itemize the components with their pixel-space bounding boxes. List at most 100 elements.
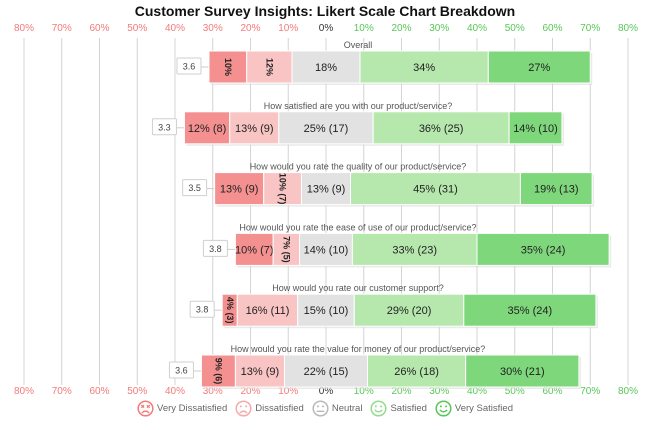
sad-face-icon [137, 400, 154, 417]
x-tick-label: 20% [240, 23, 260, 34]
legend-label: Neutral [331, 403, 363, 414]
question-label: How would you rate the quality of our pr… [250, 162, 467, 172]
x-tick-label: 60% [89, 23, 109, 34]
data-label: 45% (31) [413, 184, 458, 196]
legend-item[interactable]: Very Satisfied [435, 400, 513, 417]
data-label: 36% (25) [419, 123, 464, 135]
data-label: 7% (5) [281, 236, 291, 263]
x-tick-label: 70% [580, 23, 600, 34]
bar-segment [229, 111, 280, 145]
x-tick-label: 10% [278, 386, 298, 397]
x-tick-label: 80% [14, 386, 34, 397]
legend-item[interactable]: Dissatisfied [235, 400, 304, 417]
legend-label: Satisfied [390, 403, 427, 414]
bar-segment [353, 293, 465, 327]
bar-segment [246, 50, 293, 84]
score-value: 3.6 [183, 62, 196, 72]
bar-segment [465, 354, 580, 388]
x-tick-label: 30% [203, 386, 223, 397]
legend-item[interactable]: Neutral [312, 400, 363, 417]
happy-face-icon [370, 400, 388, 417]
data-label: 14% (10) [513, 123, 558, 135]
question-label: How would you rate our customer support? [272, 283, 444, 293]
question-label: Overall [344, 40, 373, 50]
score-value: 3.5 [188, 183, 201, 193]
x-tick-label: 50% [505, 386, 525, 397]
legend-label: Very Satisfied [454, 403, 513, 414]
x-tick-label: 50% [127, 23, 147, 34]
score-box [176, 57, 202, 75]
bar-segment [214, 172, 265, 206]
data-label: 19% (13) [534, 184, 579, 196]
data-label: 29% (20) [387, 305, 432, 317]
data-label: 12% (8) [188, 123, 227, 135]
data-label: 26% (18) [394, 366, 439, 378]
x-tick-label: 80% [14, 23, 34, 34]
bar-segment [487, 50, 591, 84]
x-tick-label: 60% [542, 23, 562, 34]
bar-segment [263, 172, 302, 206]
legend-item[interactable]: Satisfied [370, 400, 427, 417]
x-tick-label: 40% [165, 23, 185, 34]
likert-row: How would you rate the value for money o… [168, 344, 581, 389]
likert-row: How would you rate the ease of use of ou… [202, 222, 612, 268]
data-label: 34% [413, 62, 435, 74]
data-label: 27% [528, 62, 550, 74]
score-box [182, 179, 208, 197]
x-tick-label: 60% [542, 386, 562, 397]
data-label: 13% (9) [235, 123, 274, 135]
bar-segment [200, 354, 236, 388]
data-label: 15% (10) [304, 305, 349, 317]
x-tick-label: 30% [429, 23, 449, 34]
score-box [189, 300, 215, 318]
data-label: 22% (15) [304, 366, 349, 378]
data-label: 33% (23) [392, 244, 437, 256]
data-label: 9% (6) [213, 358, 223, 385]
x-tick-label: 50% [505, 23, 525, 34]
x-tick-label: 70% [52, 23, 72, 34]
bar-segment [463, 293, 597, 327]
x-tick-label: 40% [467, 386, 487, 397]
x-tick-label: 40% [467, 23, 487, 34]
x-tick-label: 20% [391, 386, 411, 397]
data-label: 13% (9) [241, 366, 280, 378]
score-box [202, 239, 228, 257]
bar-segment [350, 172, 521, 206]
x-tick-label: 50% [127, 386, 147, 397]
bar-segment [291, 50, 361, 84]
x-tick-label: 10% [354, 386, 374, 397]
data-label: 14% (10) [304, 244, 349, 256]
x-tick-label: 20% [391, 23, 411, 34]
x-tick-label: 30% [429, 386, 449, 397]
legend-label: Very Dissatisfied [157, 403, 228, 414]
score-value: 3.6 [175, 366, 188, 376]
neutral-face-icon [312, 400, 329, 417]
question-label: How would you rate the ease of use of ou… [239, 222, 476, 232]
bar-segment [367, 354, 467, 388]
happy-face-icon [435, 400, 452, 417]
x-tick-label: 0% [319, 386, 334, 397]
x-tick-label: 70% [580, 386, 600, 397]
bar-segment [300, 172, 352, 206]
legend: Very Dissatisfied Dissatisfied Neutral Sati… [0, 400, 650, 417]
chart-title: Customer Survey Insights: Likert Scale C… [134, 3, 516, 19]
score-value: 3.8 [196, 305, 209, 315]
data-label: 18% [315, 62, 337, 74]
x-tick-label: 60% [89, 386, 109, 397]
bar-segment [183, 111, 231, 145]
score-box [151, 118, 177, 136]
question-label: How would you rate the value for money o… [231, 344, 486, 354]
legend-item[interactable]: Very Dissatisfied [137, 400, 227, 417]
x-tick-label: 0% [319, 23, 334, 34]
bar-segment [234, 354, 285, 388]
bar-segment [297, 293, 355, 327]
x-tick-label: 80% [618, 386, 638, 397]
likert-row: Overall 3.6 10% 12% 18% 34% 27% [176, 40, 593, 85]
data-label: 13% (9) [220, 184, 259, 196]
x-tick-label: 70% [52, 386, 72, 397]
likert-row: How would you rate our customer support?… [189, 283, 598, 329]
bar-segment [508, 111, 563, 145]
data-label: 10% [223, 58, 233, 76]
